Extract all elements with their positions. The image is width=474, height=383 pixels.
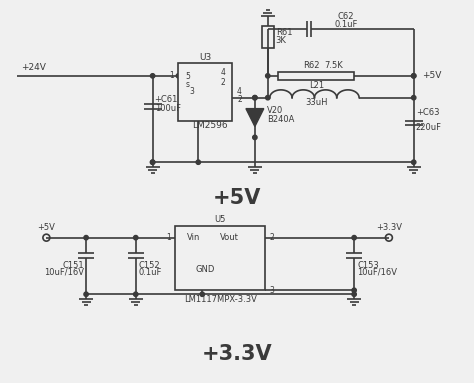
Text: U3: U3 <box>199 54 211 62</box>
Circle shape <box>253 95 257 100</box>
Text: B240A: B240A <box>267 115 294 124</box>
Text: L21: L21 <box>310 81 325 90</box>
Text: 7.5K: 7.5K <box>324 61 343 70</box>
Text: 5: 5 <box>185 72 190 81</box>
Circle shape <box>253 135 257 139</box>
Circle shape <box>196 160 201 164</box>
Text: 2: 2 <box>270 233 274 242</box>
Text: V20: V20 <box>267 106 283 115</box>
Circle shape <box>253 95 257 100</box>
Text: R62: R62 <box>303 61 319 70</box>
Text: +5V: +5V <box>213 188 261 208</box>
Text: +3.3V: +3.3V <box>202 344 272 364</box>
Text: +3.3V: +3.3V <box>376 223 402 232</box>
Circle shape <box>150 160 155 164</box>
Bar <box>178 63 232 121</box>
Circle shape <box>176 74 181 78</box>
Text: 33uH: 33uH <box>306 98 328 107</box>
Text: C153: C153 <box>357 261 379 270</box>
Text: R61: R61 <box>276 28 292 37</box>
Text: 0.1uF: 0.1uF <box>334 20 357 29</box>
Circle shape <box>411 160 416 164</box>
Circle shape <box>265 74 270 78</box>
Text: Vin: Vin <box>187 233 201 242</box>
Text: 10uF/16V: 10uF/16V <box>44 268 84 277</box>
Text: C152: C152 <box>139 261 160 270</box>
Circle shape <box>265 95 270 100</box>
Text: 100uF: 100uF <box>155 104 181 113</box>
Text: +5V: +5V <box>422 71 441 80</box>
Bar <box>175 226 265 290</box>
Text: +5V: +5V <box>37 223 55 232</box>
Text: 10uF/16V: 10uF/16V <box>357 268 397 277</box>
Circle shape <box>352 292 356 296</box>
Circle shape <box>352 288 356 293</box>
Text: +C63: +C63 <box>416 108 439 117</box>
Circle shape <box>150 160 155 164</box>
Text: 220uF: 220uF <box>416 123 442 132</box>
Circle shape <box>411 74 416 78</box>
Text: 1: 1 <box>169 71 173 80</box>
Circle shape <box>352 236 356 240</box>
Text: C151: C151 <box>63 261 84 270</box>
Text: 1: 1 <box>166 233 171 242</box>
Text: 4: 4 <box>221 69 226 77</box>
Circle shape <box>411 95 416 100</box>
Text: C62: C62 <box>337 12 354 21</box>
Bar <box>278 72 354 80</box>
Circle shape <box>134 236 138 240</box>
Text: 3: 3 <box>190 87 195 96</box>
Circle shape <box>134 292 138 296</box>
Text: 2: 2 <box>237 95 242 104</box>
Text: +C61: +C61 <box>155 95 178 104</box>
Text: 2: 2 <box>221 78 226 87</box>
Bar <box>262 26 273 48</box>
Text: 3: 3 <box>270 286 274 295</box>
Text: U5: U5 <box>214 215 226 224</box>
Circle shape <box>200 292 204 296</box>
Text: 4: 4 <box>237 87 242 96</box>
Text: s: s <box>185 80 189 89</box>
Text: Vout: Vout <box>220 233 239 242</box>
Text: GND: GND <box>196 265 215 274</box>
Circle shape <box>411 74 416 78</box>
Text: LM1117MPX-3.3V: LM1117MPX-3.3V <box>184 295 256 304</box>
Polygon shape <box>246 109 264 126</box>
Text: 3K: 3K <box>276 36 287 44</box>
Circle shape <box>150 74 155 78</box>
Text: +24V: +24V <box>22 64 46 72</box>
Text: LM2596: LM2596 <box>192 121 228 130</box>
Circle shape <box>84 236 88 240</box>
Circle shape <box>84 292 88 296</box>
Text: 0.1uF: 0.1uF <box>139 268 162 277</box>
